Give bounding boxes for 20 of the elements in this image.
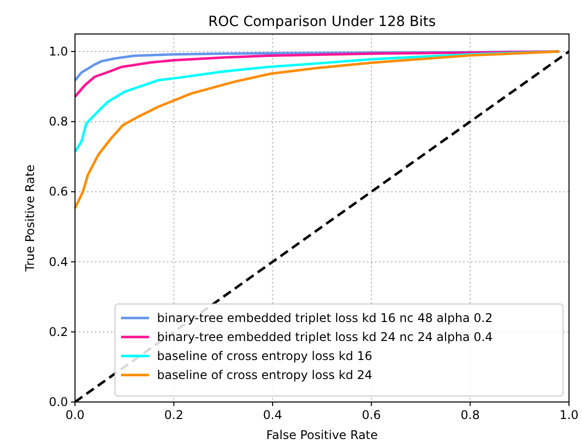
x-tick-label: 0.0 bbox=[65, 408, 85, 422]
y-tick-label: 0.8 bbox=[48, 114, 68, 129]
y-tick-label: 0.6 bbox=[48, 184, 68, 199]
legend-label: binary-tree embedded triplet loss kd 24 nc 24 alpha 0.4 bbox=[157, 330, 493, 344]
y-tick-label: 0.0 bbox=[48, 395, 68, 409]
legend-label: baseline of cross entropy loss kd 24 bbox=[157, 368, 372, 382]
legend-label: binary-tree embedded triplet loss kd 16 nc 48 alpha 0.2 bbox=[157, 311, 493, 325]
x-tick-label: 0.8 bbox=[460, 408, 480, 422]
line-series bbox=[74, 50, 560, 210]
chart-title: ROC Comparison Under 128 Bits bbox=[208, 14, 436, 30]
y-axis-title: True Positive Rate bbox=[23, 164, 37, 272]
legend-label: baseline of cross entropy loss kd 16 bbox=[157, 349, 372, 363]
x-tick-label: 0.4 bbox=[263, 408, 282, 422]
y-tick-label: 1.0 bbox=[48, 44, 68, 59]
y-tick-label: 0.2 bbox=[48, 324, 68, 339]
x-axis-title: False Positive Rate bbox=[266, 428, 378, 441]
x-tick-label: 0.2 bbox=[164, 408, 184, 422]
x-tick-label: 0.6 bbox=[362, 408, 381, 422]
x-tick-label: 1.0 bbox=[559, 408, 579, 422]
y-tick-label: 0.4 bbox=[48, 254, 68, 269]
